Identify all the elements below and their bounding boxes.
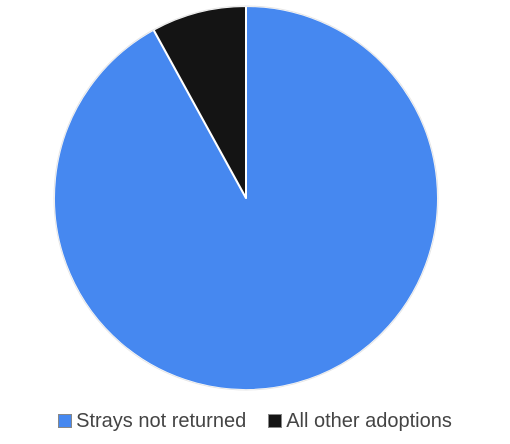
pie-outline (53, 5, 439, 391)
legend-item-strays-not-returned[interactable]: Strays not returned (58, 410, 246, 433)
legend-item-all-other-adoptions[interactable]: All other adoptions (268, 410, 452, 433)
legend-label-strays-not-returned: Strays not returned (76, 409, 247, 432)
pie-chart (53, 5, 439, 391)
legend-swatch-strays-not-returned (58, 414, 73, 428)
legend-label-all-other-adoptions: All other adoptions (286, 409, 452, 432)
legend-swatch-all-other-adoptions (268, 414, 283, 428)
legend: Strays not returned All other adoptions (0, 406, 510, 436)
